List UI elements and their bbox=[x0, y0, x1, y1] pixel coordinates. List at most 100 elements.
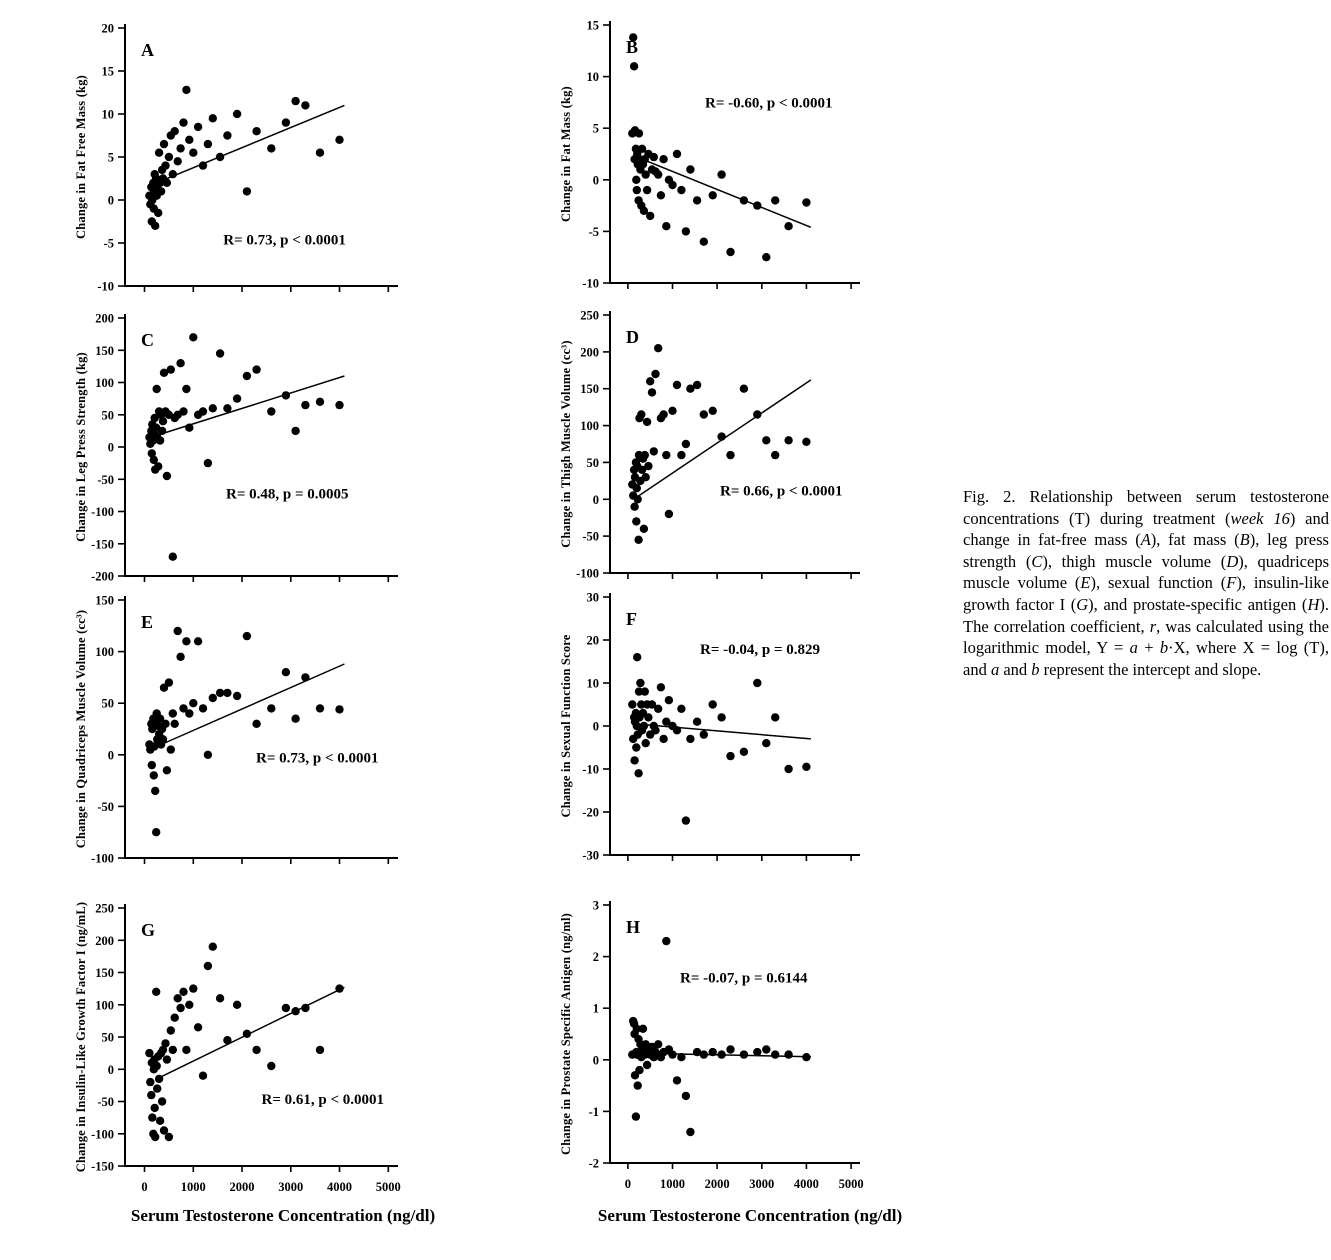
svg-text:1: 1 bbox=[593, 1002, 599, 1016]
panel-E: 150 100 50 0 -50 -100 E R= 0.73, p < 0.0001 Chan… bbox=[13, 586, 493, 878]
svg-text:150: 150 bbox=[95, 966, 114, 980]
svg-text:B: B bbox=[626, 37, 638, 57]
svg-text:0: 0 bbox=[625, 1177, 631, 1191]
svg-text:200: 200 bbox=[580, 345, 599, 359]
svg-text:Change in Prostate Specific An: Change in Prostate Specific Antigen (ng/… bbox=[559, 913, 573, 1155]
svg-text:5: 5 bbox=[108, 151, 114, 165]
svg-text:-20: -20 bbox=[582, 806, 599, 820]
svg-text:-50: -50 bbox=[97, 473, 114, 487]
svg-text:-100: -100 bbox=[91, 505, 114, 519]
svg-text:2: 2 bbox=[593, 950, 599, 964]
scatter-chart-psa: 3 2 1 0 -1 -2 0 1000 2000 3000 4000 5000 H R= -0.07, … bbox=[559, 899, 864, 1192]
svg-text:R= 0.61, p < 0.0001: R= 0.61, p < 0.0001 bbox=[262, 1092, 385, 1108]
svg-text:3000: 3000 bbox=[749, 1177, 774, 1191]
x-axis-title-right: Serum Testosterone Concentration (ng/dl) bbox=[597, 1206, 903, 1225]
svg-text:-5: -5 bbox=[589, 225, 599, 239]
scatter-chart-sexual-function-score: 30 20 10 0 -10 -20 -30 F R= -0.04, p = 0.829 Chan… bbox=[559, 591, 860, 863]
svg-text:5000: 5000 bbox=[839, 1177, 864, 1191]
svg-text:150: 150 bbox=[95, 594, 114, 608]
svg-text:-10: -10 bbox=[582, 277, 599, 291]
svg-text:-2: -2 bbox=[589, 1157, 599, 1171]
svg-text:Change in Fat Mass (kg): Change in Fat Mass (kg) bbox=[559, 86, 573, 222]
svg-text:3000: 3000 bbox=[278, 1180, 303, 1194]
svg-text:G: G bbox=[141, 920, 155, 940]
svg-text:-1: -1 bbox=[589, 1105, 599, 1119]
svg-text:-100: -100 bbox=[91, 852, 114, 866]
svg-text:-10: -10 bbox=[97, 280, 114, 294]
svg-text:-100: -100 bbox=[576, 567, 599, 581]
svg-text:4000: 4000 bbox=[794, 1177, 819, 1191]
scatter-chart-quadriceps-muscle-volume: 150 100 50 0 -50 -100 E R= 0.73, p < 0.0001 Chan… bbox=[74, 594, 398, 866]
svg-text:100: 100 bbox=[580, 419, 599, 433]
svg-text:H: H bbox=[626, 917, 640, 937]
svg-text:-50: -50 bbox=[582, 530, 599, 544]
svg-text:2000: 2000 bbox=[230, 1180, 255, 1194]
svg-text:Change in Fat Free Mass (kg): Change in Fat Free Mass (kg) bbox=[74, 75, 88, 239]
scatter-chart-igf-1: 250 200 150 100 50 0 -50 -100 -150 0 1000 2000 3000 4… bbox=[74, 902, 401, 1195]
svg-text:4000: 4000 bbox=[327, 1180, 352, 1194]
svg-text:F: F bbox=[626, 609, 637, 629]
svg-text:-100: -100 bbox=[91, 1127, 114, 1141]
svg-text:-5: -5 bbox=[104, 237, 114, 251]
panel-C: 200 150 100 50 0 -50 -100 -150 -200 C R= 0.48, p =… bbox=[13, 304, 493, 596]
svg-text:200: 200 bbox=[95, 312, 114, 326]
svg-text:Change in Quadriceps Muscle Vo: Change in Quadriceps Muscle Volume (cc³) bbox=[74, 610, 88, 848]
svg-text:D: D bbox=[626, 327, 639, 347]
svg-text:50: 50 bbox=[102, 408, 115, 422]
svg-text:-50: -50 bbox=[97, 800, 114, 814]
svg-text:Change in Insulin-Like Growth: Change in Insulin-Like Growth Factor I (… bbox=[74, 902, 88, 1173]
svg-text:-10: -10 bbox=[582, 763, 599, 777]
svg-text:20: 20 bbox=[102, 22, 115, 36]
panel-A: 20 15 10 5 0 -5 -10 A R= 0.73, p < 0.0001 Change … bbox=[13, 14, 493, 306]
panel-D: 250 200 150 100 50 0 -50 -100 D R= 0.66, p < 0.00… bbox=[498, 301, 968, 593]
svg-text:2000: 2000 bbox=[705, 1177, 730, 1191]
scatter-chart-leg-press-strength: 200 150 100 50 0 -50 -100 -150 -200 C R= 0.48, p =… bbox=[74, 312, 398, 584]
svg-text:50: 50 bbox=[102, 697, 115, 711]
x-axis-title-left: Serum Testosterone Concentration (ng/dl) bbox=[130, 1206, 436, 1225]
panel-B: 15 10 5 0 -5 -10 B R= -0.60, p < 0.0001 Change i… bbox=[498, 11, 968, 303]
svg-text:1000: 1000 bbox=[660, 1177, 685, 1191]
panel-H: 3 2 1 0 -1 -2 0 1000 2000 3000 4000 5000 H R= -0.07, … bbox=[498, 891, 968, 1201]
svg-text:R= -0.07, p = 0.6144: R= -0.07, p = 0.6144 bbox=[680, 970, 808, 986]
svg-text:250: 250 bbox=[95, 902, 114, 916]
svg-text:0: 0 bbox=[593, 720, 599, 734]
svg-text:-150: -150 bbox=[91, 1160, 114, 1174]
svg-text:0: 0 bbox=[141, 1180, 147, 1194]
svg-text:250: 250 bbox=[580, 309, 599, 323]
svg-text:0: 0 bbox=[108, 441, 114, 455]
svg-text:E: E bbox=[141, 612, 153, 632]
svg-text:R= 0.48, p = 0.0005: R= 0.48, p = 0.0005 bbox=[226, 487, 349, 503]
svg-text:A: A bbox=[141, 40, 154, 60]
svg-text:R= 0.73, p < 0.0001: R= 0.73, p < 0.0001 bbox=[223, 233, 346, 249]
svg-text:C: C bbox=[141, 330, 154, 350]
svg-text:1000: 1000 bbox=[181, 1180, 206, 1194]
svg-text:30: 30 bbox=[587, 591, 600, 605]
svg-text:3: 3 bbox=[593, 899, 599, 913]
svg-text:150: 150 bbox=[580, 382, 599, 396]
svg-text:100: 100 bbox=[95, 376, 114, 390]
svg-text:-200: -200 bbox=[91, 570, 114, 584]
svg-text:0: 0 bbox=[108, 1063, 114, 1077]
svg-text:5: 5 bbox=[593, 122, 599, 136]
svg-text:Change in Sexual Function Scor: Change in Sexual Function Score bbox=[559, 634, 573, 817]
svg-text:10: 10 bbox=[102, 108, 115, 122]
svg-text:10: 10 bbox=[587, 70, 600, 84]
svg-text:-150: -150 bbox=[91, 537, 114, 551]
svg-text:200: 200 bbox=[95, 934, 114, 948]
svg-text:10: 10 bbox=[587, 677, 600, 691]
svg-text:100: 100 bbox=[95, 645, 114, 659]
svg-text:50: 50 bbox=[102, 1031, 115, 1045]
svg-text:150: 150 bbox=[95, 344, 114, 358]
svg-text:15: 15 bbox=[102, 65, 115, 79]
panel-F: 30 20 10 0 -10 -20 -30 F R= -0.04, p = 0.829 Chan… bbox=[498, 583, 968, 875]
svg-text:0: 0 bbox=[108, 748, 114, 762]
scatter-chart-fat-free-mass: 20 15 10 5 0 -5 -10 A R= 0.73, p < 0.0001 Change … bbox=[74, 22, 398, 294]
scatter-chart-fat-mass: 15 10 5 0 -5 -10 B R= -0.60, p < 0.0001 Change i… bbox=[559, 19, 860, 291]
svg-text:R= 0.73, p < 0.0001: R= 0.73, p < 0.0001 bbox=[256, 751, 379, 767]
svg-text:0: 0 bbox=[593, 173, 599, 187]
svg-text:Change in Thigh Muscle Volume: Change in Thigh Muscle Volume (cc³) bbox=[559, 340, 573, 547]
svg-text:Change in Leg Press Strength (: Change in Leg Press Strength (kg) bbox=[74, 352, 88, 542]
svg-text:-50: -50 bbox=[97, 1095, 114, 1109]
svg-text:R= -0.04, p = 0.829: R= -0.04, p = 0.829 bbox=[700, 642, 820, 658]
svg-text:100: 100 bbox=[95, 998, 114, 1012]
